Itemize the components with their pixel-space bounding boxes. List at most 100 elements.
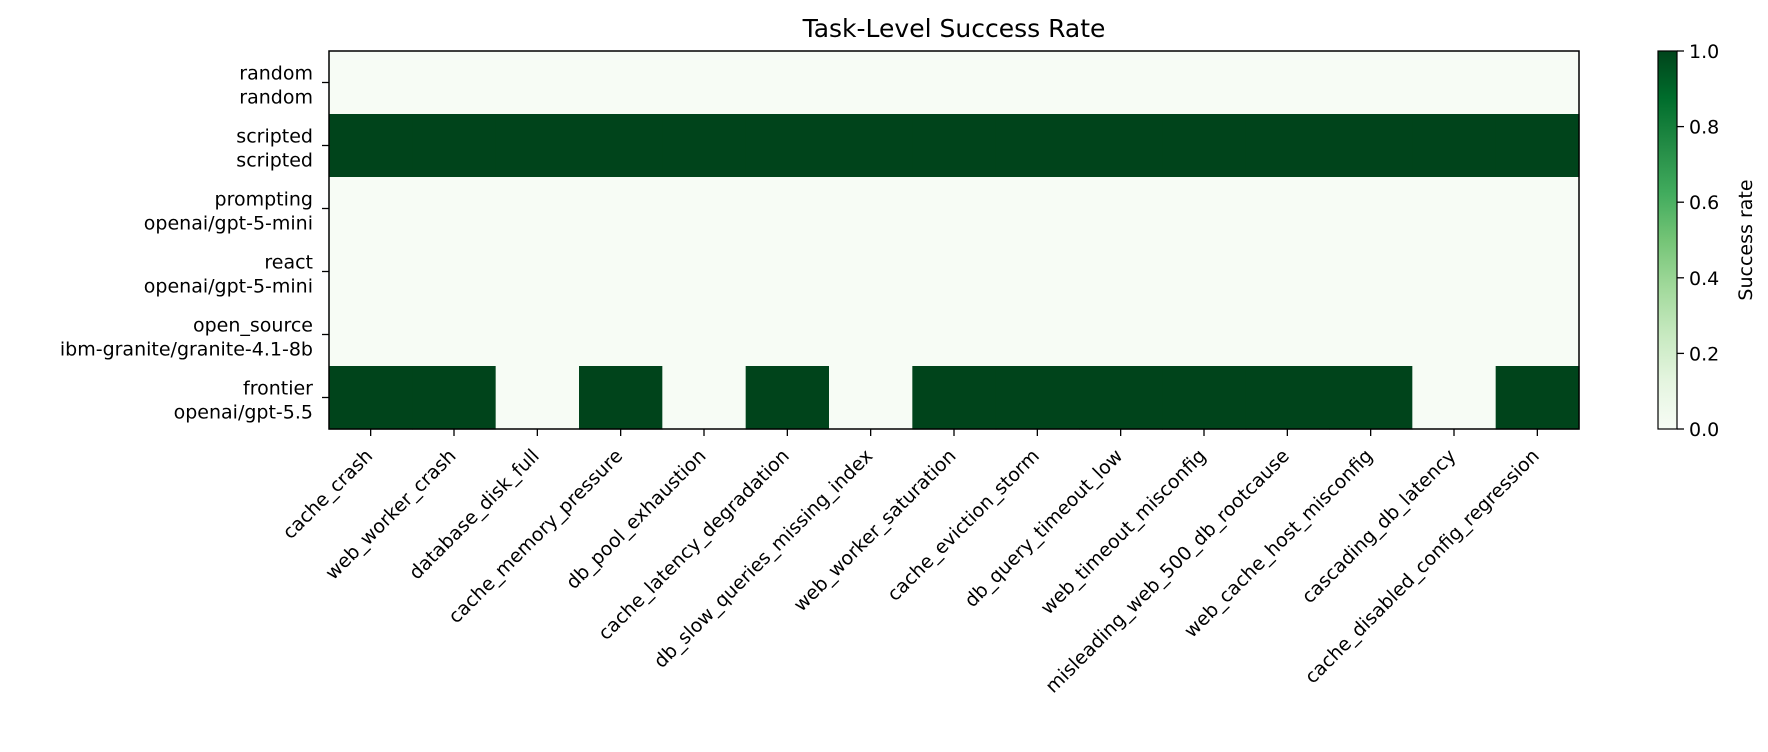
y-tick-label: scripted [236, 150, 313, 172]
heatmap-cell [1245, 114, 1330, 178]
heatmap-cell [495, 303, 580, 367]
heatmap-cell [579, 177, 663, 241]
heatmap-cell [495, 177, 580, 241]
heatmap-cell [495, 366, 580, 430]
y-tick-label: openai/gpt-5-mini [144, 213, 313, 235]
heatmap-cell [1245, 240, 1330, 304]
x-tick-label: cache_eviction_storm [883, 445, 1044, 606]
heatmap-cell [1079, 114, 1163, 178]
heatmap-cell [412, 177, 497, 241]
heatmap-cell [995, 114, 1080, 178]
heatmap-cell [1245, 177, 1330, 241]
y-axis: randomrandomscriptedscriptedpromptingope… [60, 63, 329, 424]
x-tick-label: cache_memory_pressure [444, 445, 627, 628]
heatmap-cell [745, 51, 830, 115]
y-tick-label: react [264, 252, 313, 274]
heatmap-cells [329, 51, 1580, 430]
heatmap-cell [1245, 366, 1330, 430]
colorbar-tick-label: 0.0 [1689, 419, 1719, 441]
heatmap-cell [829, 51, 913, 115]
heatmap-cell [912, 114, 997, 178]
heatmap-cell [412, 240, 497, 304]
heatmap-cell [412, 303, 497, 367]
heatmap-cell [1412, 177, 1497, 241]
heatmap-cell [1495, 177, 1580, 241]
heatmap-cell [495, 51, 580, 115]
x-tick-label: cascading_db_latency [1298, 445, 1461, 608]
heatmap-cell [329, 51, 413, 115]
heatmap-cell [579, 114, 663, 178]
y-tick-label: random [239, 87, 313, 109]
plot-frame [328, 50, 1580, 430]
heatmap-cell [912, 177, 997, 241]
heatmap-cell [662, 51, 747, 115]
heatmap-cell [995, 303, 1080, 367]
heatmap-cell [1162, 114, 1247, 178]
heatmap-cell [829, 366, 913, 430]
heatmap-cell [1412, 303, 1497, 367]
heatmap-cell [1329, 177, 1413, 241]
colorbar-tick-label: 0.2 [1689, 343, 1719, 365]
heatmap-cell [995, 51, 1080, 115]
heatmap-cell [329, 177, 413, 241]
heatmap-cell [1245, 303, 1330, 367]
heatmap-cell [1162, 366, 1247, 430]
heatmap-cell [912, 51, 997, 115]
heatmap-cell [1412, 366, 1497, 430]
heatmap-cell [745, 366, 830, 430]
heatmap-cell [1495, 240, 1580, 304]
colorbar-label: Success rate [1735, 179, 1757, 300]
heatmap-cell [1079, 366, 1163, 430]
y-tick-label: ibm-granite/granite-4.1-8b [60, 339, 313, 361]
heatmap-cell [1495, 303, 1580, 367]
x-tick-label: web_worker_saturation [789, 445, 960, 616]
heatmap-cell [995, 366, 1080, 430]
colorbar-axis: 0.0 0.2 0.4 0.6 0.8 1.0 [1677, 41, 1719, 441]
colorbar-tick-label: 0.8 [1689, 117, 1719, 139]
heatmap-cell [1079, 51, 1163, 115]
heatmap-cell [1079, 303, 1163, 367]
heatmap-cell [1162, 177, 1247, 241]
heatmap-cell [1245, 51, 1330, 115]
heatmap-cell [1162, 240, 1247, 304]
heatmap-cell [1079, 177, 1163, 241]
heatmap-cell [579, 303, 663, 367]
colorbar-tick-label: 0.4 [1689, 268, 1719, 290]
heatmap-cell [1412, 240, 1497, 304]
x-tick-label: db_pool_exhaustion [562, 445, 711, 594]
colorbar-tick-label: 0.6 [1689, 192, 1719, 214]
y-tick-label: scripted [236, 126, 313, 148]
heatmap-cell [495, 114, 580, 178]
heatmap-cell [1495, 51, 1580, 115]
heatmap-cell [1329, 51, 1413, 115]
chart-title: Task-Level Success Rate [802, 14, 1106, 43]
heatmap-cell [1495, 366, 1580, 430]
heatmap-cell [912, 303, 997, 367]
heatmap-cell [329, 114, 413, 178]
heatmap-cell [662, 177, 747, 241]
heatmap-cell [495, 240, 580, 304]
heatmap-cell [329, 240, 413, 304]
x-axis: cache_crashweb_worker_crashdatabase_disk… [279, 429, 1544, 698]
y-tick-label: prompting [215, 189, 313, 211]
heatmap-cell [995, 177, 1080, 241]
heatmap-cell [995, 240, 1080, 304]
heatmap-cell [1162, 51, 1247, 115]
heatmap-cell [1079, 240, 1163, 304]
heatmap-cell [579, 240, 663, 304]
y-tick-label: openai/gpt-5-mini [144, 276, 313, 298]
heatmap-cell [412, 51, 497, 115]
x-tick-label: db_query_timeout_low [960, 445, 1127, 612]
y-tick-label: random [239, 63, 313, 85]
heatmap-cell [745, 240, 830, 304]
heatmap-cell [579, 366, 663, 430]
y-tick-label: openai/gpt-5.5 [174, 402, 313, 424]
heatmap-cell [829, 303, 913, 367]
heatmap-cell [329, 366, 413, 430]
colorbar-tick-label: 1.0 [1689, 41, 1719, 63]
colorbar [1657, 50, 1678, 430]
heatmap-cell [1412, 114, 1497, 178]
heatmap-cell [745, 303, 830, 367]
heatmap-cell [745, 114, 830, 178]
